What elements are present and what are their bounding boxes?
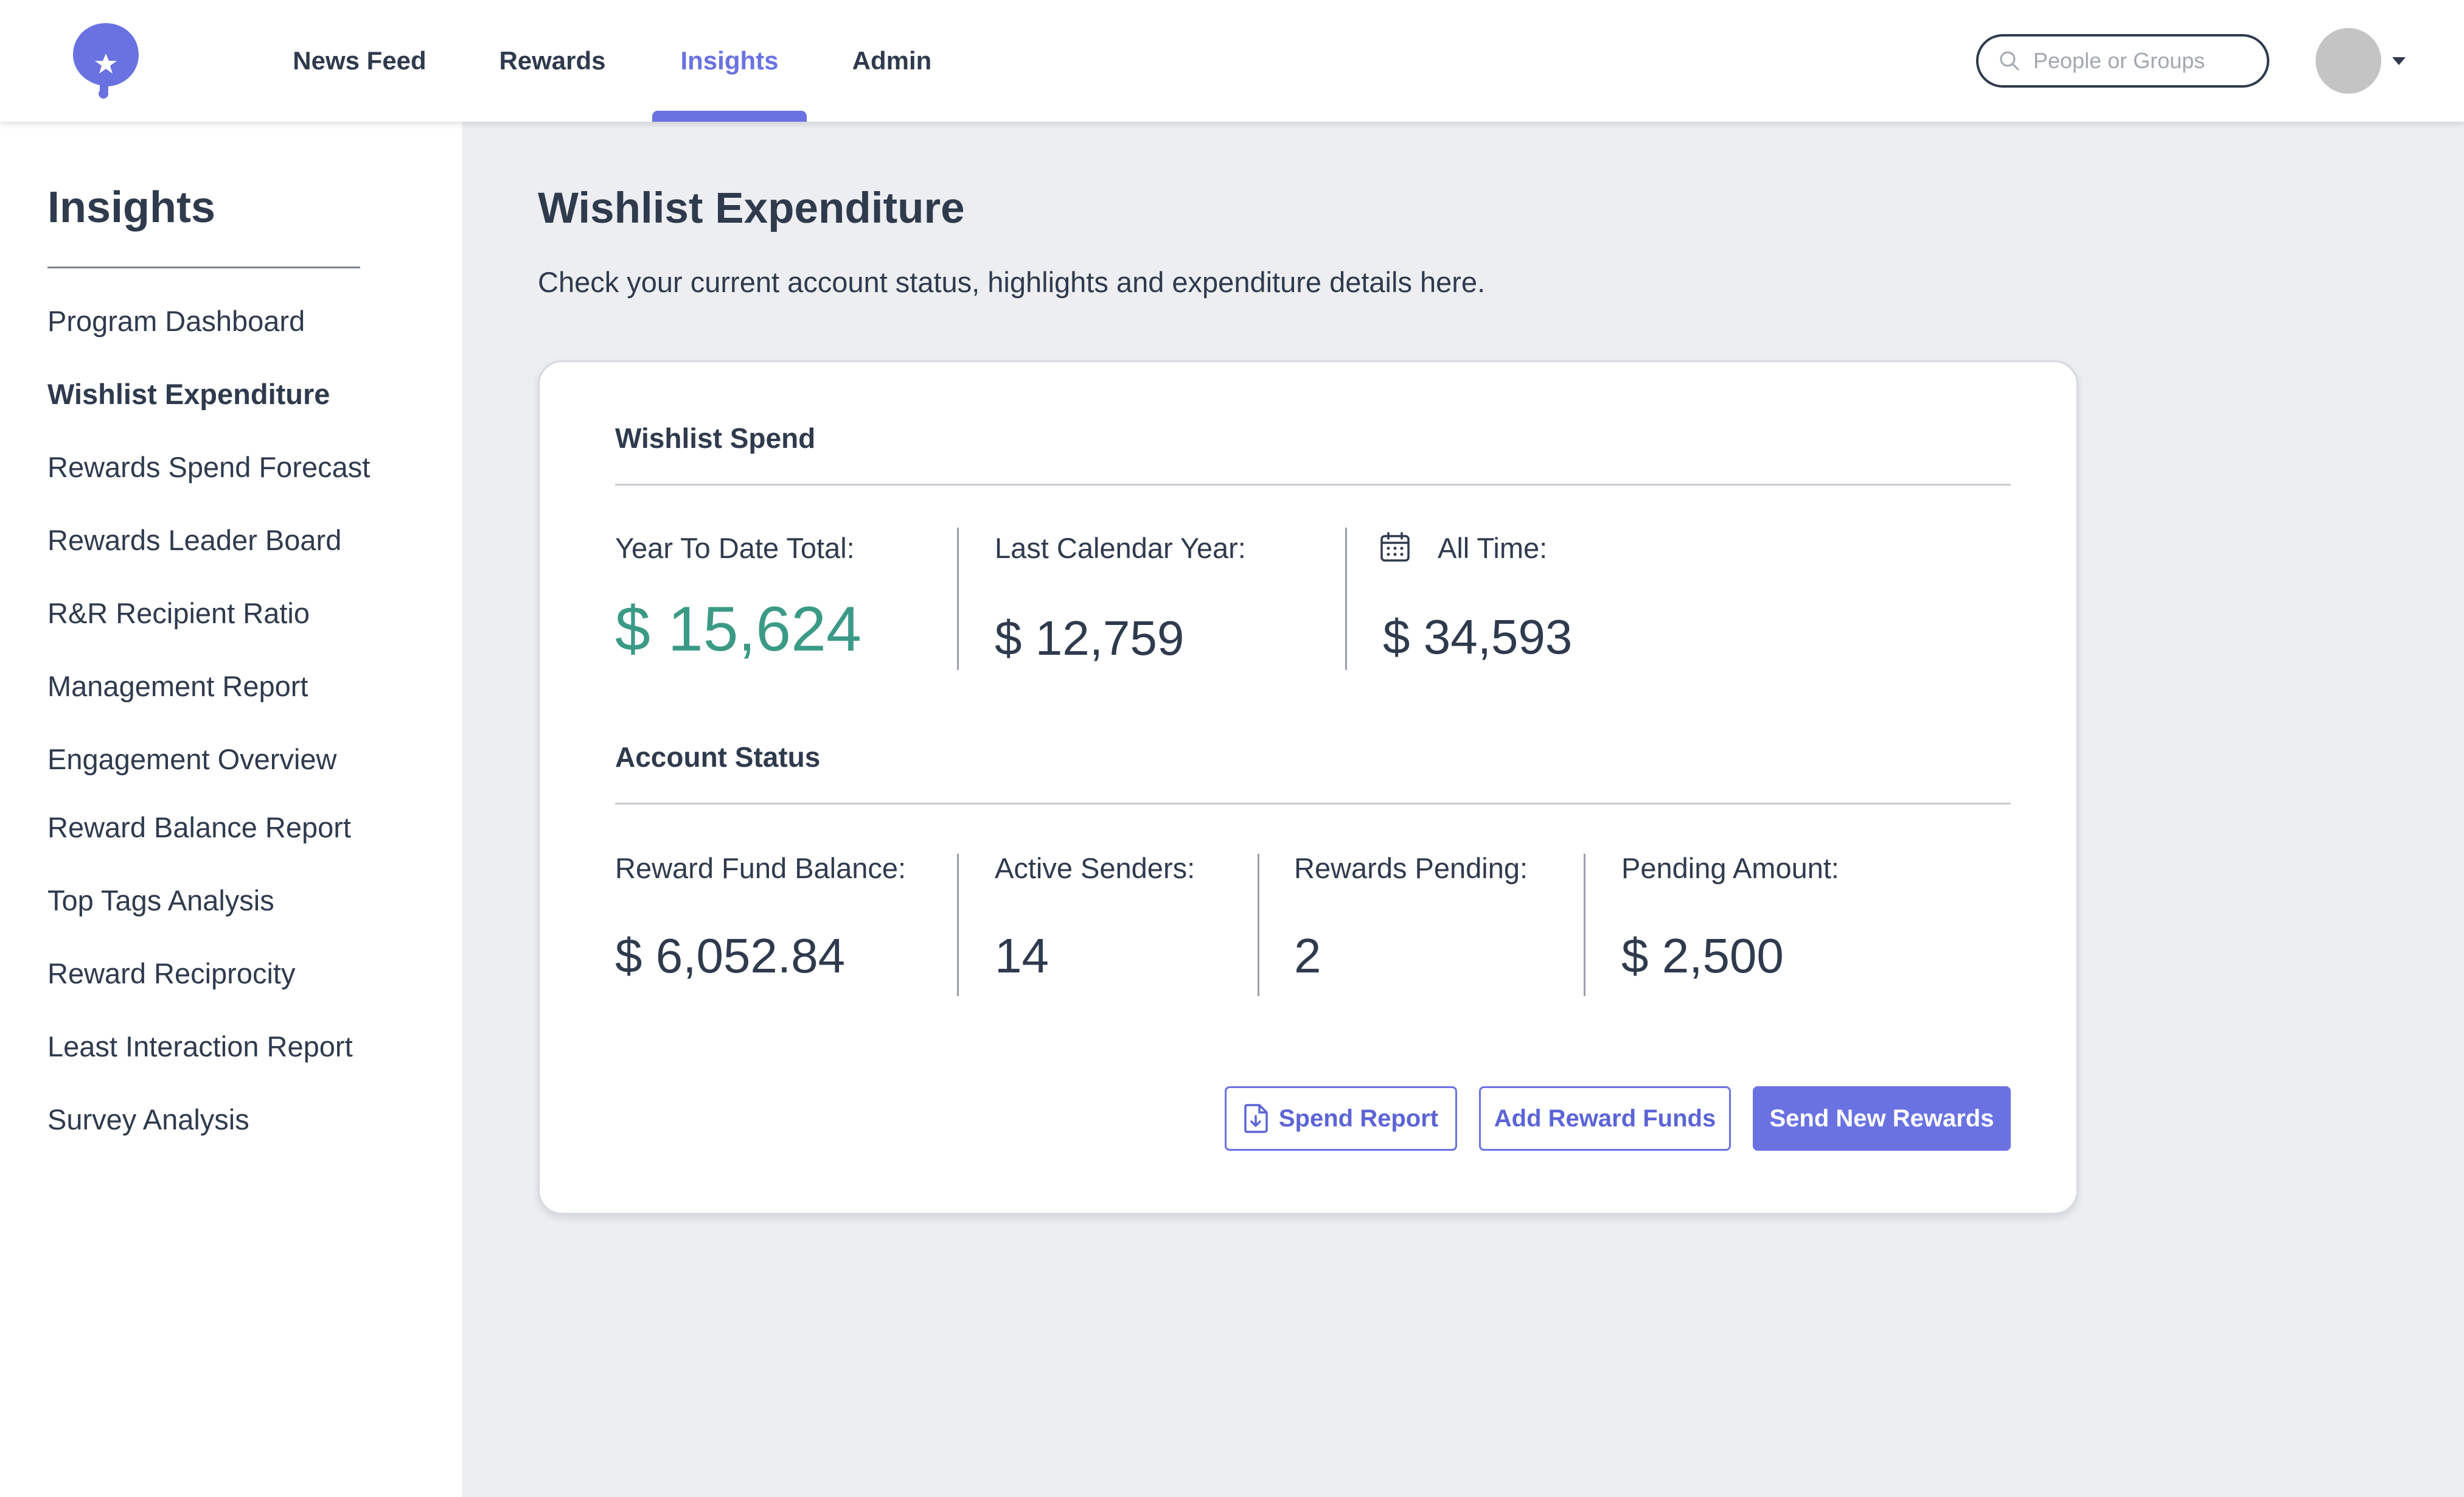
all-time-value: $ 34,593 [1383, 610, 1573, 664]
calendar-icon [1380, 532, 1410, 562]
pending-amount-value: $ 2,500 [1621, 929, 1784, 983]
sidebar-item-rr-recipient-ratio[interactable]: R&R Recipient Ratio [47, 597, 310, 629]
stat-divider [1258, 854, 1259, 996]
reward-fund-balance-value: $ 6,052.84 [615, 929, 846, 983]
sidebar-item-engagement-overview[interactable]: Engagement Overview [47, 743, 337, 775]
nav-rewards[interactable]: Rewards [499, 46, 606, 75]
send-new-rewards-button[interactable]: Send New Rewards [1753, 1086, 2011, 1151]
last-calendar-year-label: Last Calendar Year: [995, 532, 1246, 564]
account-status-title: Account Status [615, 741, 821, 773]
rewards-pending-value: 2 [1294, 929, 1321, 983]
sidebar-item-program-dashboard[interactable]: Program Dashboard [47, 305, 305, 337]
expenditure-card: Wishlist Spend Year To Date Total: $ 15,… [538, 360, 2078, 1215]
add-reward-funds-label: Add Reward Funds [1494, 1104, 1716, 1132]
add-reward-funds-button[interactable]: Add Reward Funds [1479, 1086, 1731, 1151]
chevron-down-icon[interactable] [2392, 57, 2406, 65]
active-senders-label: Active Senders: [995, 852, 1195, 884]
ytd-total-label: Year To Date Total: [615, 532, 855, 564]
reward-fund-balance-label: Reward Fund Balance: [615, 852, 907, 884]
ytd-total-value: $ 15,624 [615, 594, 861, 665]
nav-admin[interactable]: Admin [852, 46, 932, 75]
search-input[interactable] [2033, 48, 2252, 74]
wishlist-spend-title: Wishlist Spend [615, 422, 816, 454]
stat-divider [957, 854, 959, 996]
avatar[interactable] [2316, 28, 2381, 94]
spend-report-button[interactable]: Spend Report [1225, 1086, 1457, 1151]
section-divider [615, 803, 2011, 804]
top-navigation-bar: News Feed Rewards Insights Admin [0, 0, 2464, 122]
sidebar-title: Insights [47, 183, 216, 232]
nav-insights[interactable]: Insights [680, 46, 779, 75]
sidebar: Insights Program Dashboard Wishlist Expe… [0, 122, 462, 1497]
page-subtitle: Check your current account status, highl… [538, 266, 1486, 298]
sidebar-item-management-report[interactable]: Management Report [47, 670, 308, 702]
sidebar-item-top-tags-analysis[interactable]: Top Tags Analysis [47, 884, 274, 916]
nav-news-feed[interactable]: News Feed [293, 46, 426, 75]
active-senders-value: 14 [995, 929, 1049, 983]
sidebar-item-reward-balance-report[interactable]: Reward Balance Report [47, 811, 351, 843]
search-box[interactable] [1976, 34, 2269, 88]
sidebar-item-survey-analysis[interactable]: Survey Analysis [47, 1103, 249, 1136]
sidebar-divider [47, 267, 360, 268]
pending-amount-label: Pending Amount: [1621, 852, 1839, 884]
stat-divider [1345, 528, 1347, 670]
sidebar-item-wishlist-expenditure[interactable]: Wishlist Expenditure [47, 378, 330, 410]
spend-report-label: Spend Report [1278, 1104, 1439, 1132]
sidebar-item-least-interaction-report[interactable]: Least Interaction Report [47, 1030, 353, 1063]
stat-divider [1584, 854, 1585, 996]
last-calendar-year-value: $ 12,759 [995, 611, 1185, 665]
rewards-pending-label: Rewards Pending: [1294, 852, 1528, 884]
section-divider [615, 484, 2011, 486]
sidebar-item-rewards-leader-board[interactable]: Rewards Leader Board [47, 524, 342, 556]
download-document-icon [1244, 1104, 1268, 1133]
search-icon [2000, 51, 2019, 71]
stat-divider [957, 528, 959, 670]
sidebar-item-rewards-spend-forecast[interactable]: Rewards Spend Forecast [47, 451, 371, 483]
sidebar-item-reward-reciprocity[interactable]: Reward Reciprocity [47, 957, 296, 989]
page-title: Wishlist Expenditure [538, 184, 965, 232]
all-time-label: All Time: [1438, 532, 1548, 564]
active-tab-indicator [652, 111, 807, 122]
send-new-rewards-label: Send New Rewards [1769, 1104, 1994, 1132]
app-logo-icon[interactable] [72, 22, 140, 100]
